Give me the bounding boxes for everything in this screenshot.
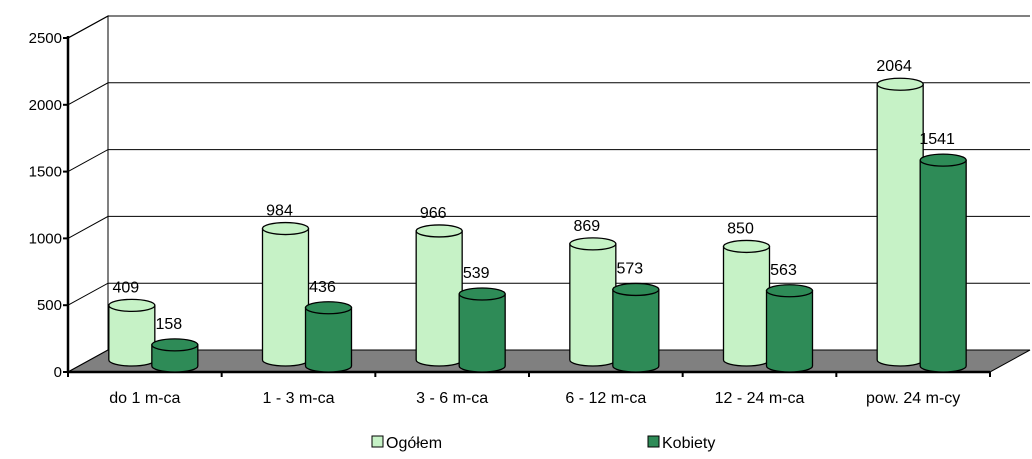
bar-ogolem-top <box>261 221 310 236</box>
bar-kobiety-top <box>765 284 814 298</box>
gridline <box>67 149 1030 173</box>
bar-kobiety-body <box>304 307 353 373</box>
bar-kobiety-top <box>612 282 660 297</box>
y-tick-label: 0 <box>54 364 62 381</box>
data-label-ogolem: 966 <box>420 205 447 222</box>
side-wall <box>67 15 109 373</box>
bar-kobiety-body <box>458 293 506 373</box>
bar-ogolem <box>876 77 924 367</box>
data-label-ogolem: 850 <box>727 220 754 237</box>
bar-kobiety-top <box>458 287 506 301</box>
y-tick-label: 500 <box>37 297 62 314</box>
y-tick-label: 2500 <box>29 30 62 47</box>
data-label-kobiety: 563 <box>770 262 797 279</box>
y-tick-label: 2000 <box>29 97 62 114</box>
bar-ogolem-body <box>876 83 924 367</box>
data-label-kobiety: 158 <box>155 316 182 333</box>
gridline <box>67 215 1030 239</box>
bar-kobiety <box>458 287 506 373</box>
gridline <box>67 15 1030 39</box>
bar-kobiety-top <box>304 301 353 315</box>
data-label-ogolem: 409 <box>112 279 139 296</box>
bar-ogolem-top <box>722 239 771 254</box>
data-label-ogolem: 869 <box>573 218 600 235</box>
bar-kobiety-body <box>612 288 660 373</box>
data-label-ogolem: 984 <box>266 203 293 220</box>
x-axis-categories: do 1 m-ca 1 - 3 m-ca 3 - 6 m-ca 6 - 12 m-ca… <box>67 372 991 407</box>
legend-swatch <box>371 435 384 448</box>
bar-ogolem-top <box>569 237 617 251</box>
gridline <box>67 282 1030 306</box>
bar-kobiety <box>765 284 814 373</box>
x-category-label: 1 - 3 m-ca <box>262 390 334 407</box>
bar-ogolem <box>415 224 463 367</box>
bar-ogolem <box>108 298 156 367</box>
x-category-label: 6 - 12 m-ca <box>565 390 646 407</box>
bar-kobiety-top <box>919 153 967 167</box>
data-label-kobiety: 539 <box>463 265 490 282</box>
x-category-label: 12 - 24 m-ca <box>715 390 805 407</box>
axes <box>66 36 990 374</box>
bar-ogolem <box>569 237 617 367</box>
bar-kobiety-body <box>765 290 814 373</box>
bar-ogolem-top <box>415 224 463 238</box>
gridlines <box>67 15 1030 306</box>
y-tick-label: 1500 <box>29 164 62 181</box>
bar-kobiety-top <box>151 338 199 352</box>
bars <box>108 77 967 373</box>
data-label-kobiety: 1541 <box>919 131 955 148</box>
data-label-kobiety: 573 <box>616 260 643 277</box>
legend-swatch <box>647 435 660 448</box>
gridline <box>67 82 1030 106</box>
x-category-label: 3 - 6 m-ca <box>416 390 488 407</box>
chart-walls <box>67 15 109 373</box>
bar-kobiety-body <box>919 159 967 373</box>
data-label-kobiety: 436 <box>309 279 336 296</box>
bar-ogolem-body <box>569 243 617 367</box>
y-tick-label: 1000 <box>29 230 62 247</box>
bar-ogolem-top <box>108 298 156 313</box>
bar-ogolem-body <box>415 230 463 367</box>
bar-ogolem-body <box>108 304 156 367</box>
bar-kobiety <box>304 301 353 373</box>
x-category-label: do 1 m-ca <box>109 390 180 407</box>
data-label-ogolem: 2064 <box>876 58 912 75</box>
legend: Ogółem Kobiety <box>371 435 715 452</box>
bar-ogolem-body <box>261 227 310 367</box>
bar-ogolem <box>261 221 310 367</box>
x-category-label: pow. 24 m-cy <box>866 390 960 407</box>
data-labels: 409 158 984 436 966 539 869 573 850 563 2064 1541 <box>112 58 955 333</box>
bar-ogolem-body <box>722 245 771 367</box>
bar-kobiety-body <box>151 344 199 373</box>
bar-kobiety <box>151 338 199 373</box>
bar-kobiety <box>612 282 660 373</box>
bar-ogolem-top <box>876 77 924 91</box>
bar-kobiety <box>919 153 967 373</box>
legend-label: Ogółem <box>386 435 442 452</box>
bar-ogolem <box>722 239 771 367</box>
y-axis-ticks: 0 500 1000 1500 2000 2500 <box>29 30 68 381</box>
legend-label: Kobiety <box>662 435 715 452</box>
